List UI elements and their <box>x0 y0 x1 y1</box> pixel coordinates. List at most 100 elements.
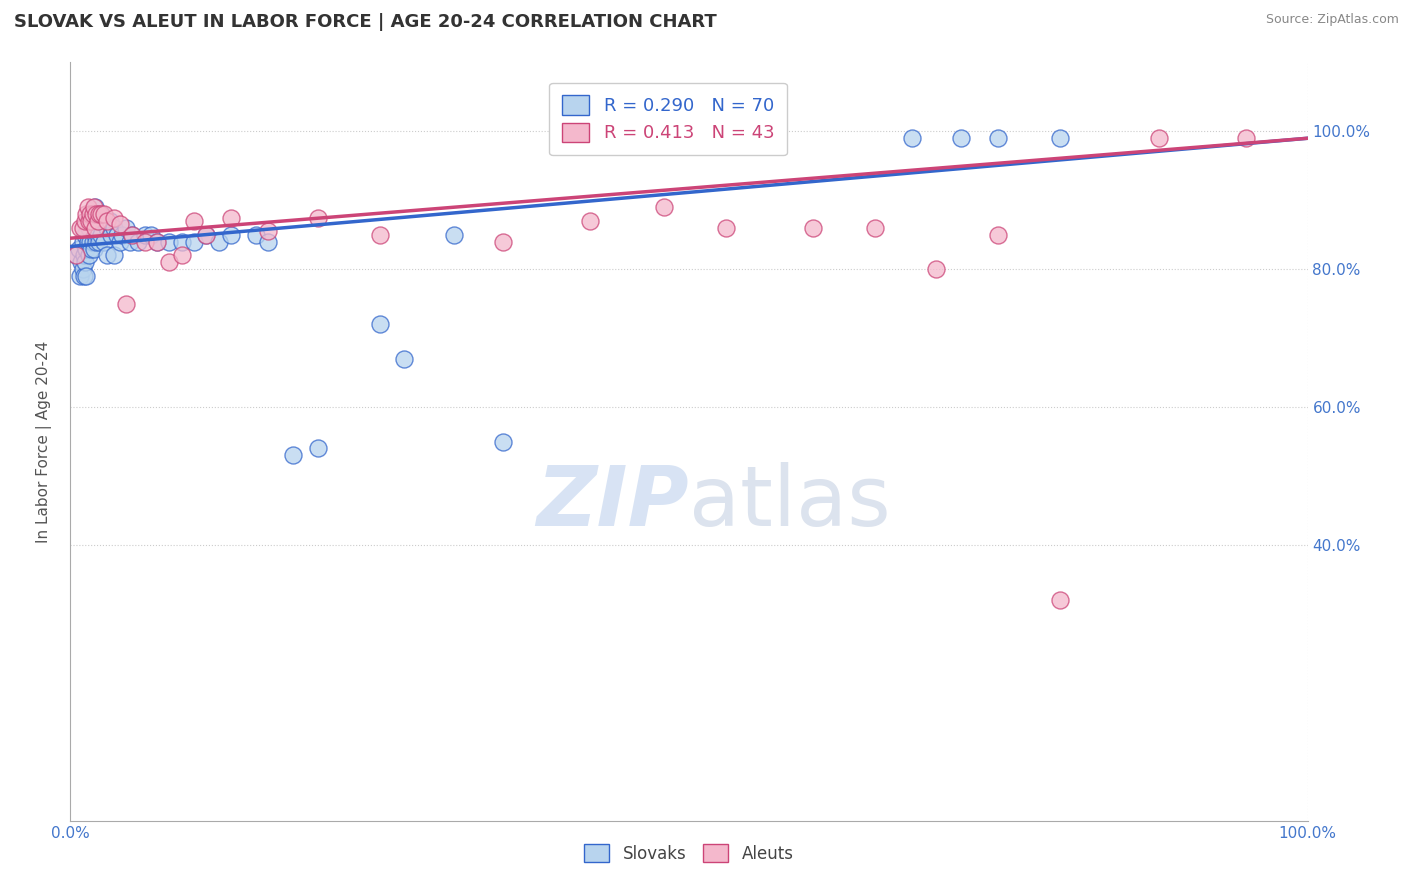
Legend: Slovaks, Aleuts: Slovaks, Aleuts <box>578 838 800 869</box>
Text: ZIP: ZIP <box>536 462 689 542</box>
Point <box>108 235 131 249</box>
Point <box>84 220 107 235</box>
Point <box>77 248 100 262</box>
Point <box>75 269 97 284</box>
Point <box>245 227 267 242</box>
Point <box>219 211 242 225</box>
Point <box>96 214 118 228</box>
Point <box>70 255 93 269</box>
Point <box>76 214 98 228</box>
Point <box>93 207 115 221</box>
Point <box>100 227 122 242</box>
Point <box>714 220 737 235</box>
Point <box>118 235 141 249</box>
Point <box>83 214 105 228</box>
Point <box>111 227 134 242</box>
Point <box>108 218 131 232</box>
Point <box>183 214 205 228</box>
Point <box>307 442 329 456</box>
Point <box>72 220 94 235</box>
Text: atlas: atlas <box>689 462 890 542</box>
Point <box>157 255 180 269</box>
Point <box>65 248 87 262</box>
Point <box>83 200 105 214</box>
Point <box>863 220 886 235</box>
Point <box>1234 131 1257 145</box>
Point <box>127 235 149 249</box>
Point <box>134 227 156 242</box>
Point <box>183 235 205 249</box>
Point <box>652 200 675 214</box>
Point <box>90 207 112 221</box>
Point <box>82 235 104 249</box>
Point <box>86 207 108 221</box>
Point <box>103 248 125 262</box>
Point <box>75 207 97 221</box>
Point <box>67 242 90 256</box>
Point <box>87 235 110 249</box>
Point <box>75 242 97 256</box>
Point <box>69 269 91 284</box>
Point <box>79 235 101 249</box>
Point <box>146 235 169 249</box>
Point <box>281 448 304 462</box>
Point <box>121 227 143 242</box>
Point <box>80 214 103 228</box>
Point <box>394 351 416 366</box>
Point <box>368 227 391 242</box>
Point <box>443 227 465 242</box>
Point <box>75 227 97 242</box>
Point <box>84 200 107 214</box>
Point <box>76 235 98 249</box>
Point <box>1147 131 1170 145</box>
Point <box>146 235 169 249</box>
Point <box>257 224 280 238</box>
Point <box>492 434 515 449</box>
Point <box>80 214 103 228</box>
Point <box>987 131 1010 145</box>
Point <box>1049 131 1071 145</box>
Point <box>84 207 107 221</box>
Point <box>103 220 125 235</box>
Point <box>115 296 138 310</box>
Point <box>208 235 231 249</box>
Point <box>307 211 329 225</box>
Point <box>1049 593 1071 607</box>
Point <box>492 235 515 249</box>
Point <box>86 227 108 242</box>
Point <box>195 227 218 242</box>
Point <box>84 207 107 221</box>
Point <box>73 269 96 284</box>
Point <box>83 242 105 256</box>
Point <box>368 318 391 332</box>
Point <box>98 214 121 228</box>
Point <box>82 207 104 221</box>
Point <box>77 214 100 228</box>
Point <box>87 207 110 221</box>
Point <box>115 220 138 235</box>
Point <box>75 255 97 269</box>
Point <box>93 214 115 228</box>
Point <box>82 207 104 221</box>
Point <box>79 207 101 221</box>
Point <box>900 131 922 145</box>
Point <box>87 214 110 228</box>
Point <box>96 248 118 262</box>
Point <box>257 235 280 249</box>
Point <box>157 235 180 249</box>
Point <box>84 235 107 249</box>
Y-axis label: In Labor Force | Age 20-24: In Labor Force | Age 20-24 <box>35 341 52 542</box>
Point <box>105 227 128 242</box>
Point <box>65 248 87 262</box>
Point <box>90 207 112 221</box>
Point <box>121 227 143 242</box>
Text: SLOVAK VS ALEUT IN LABOR FORCE | AGE 20-24 CORRELATION CHART: SLOVAK VS ALEUT IN LABOR FORCE | AGE 20-… <box>14 13 717 31</box>
Point <box>103 211 125 225</box>
Point <box>219 227 242 242</box>
Point <box>93 235 115 249</box>
Point <box>987 227 1010 242</box>
Point <box>75 214 97 228</box>
Point <box>801 220 824 235</box>
Point <box>79 207 101 221</box>
Point <box>195 227 218 242</box>
